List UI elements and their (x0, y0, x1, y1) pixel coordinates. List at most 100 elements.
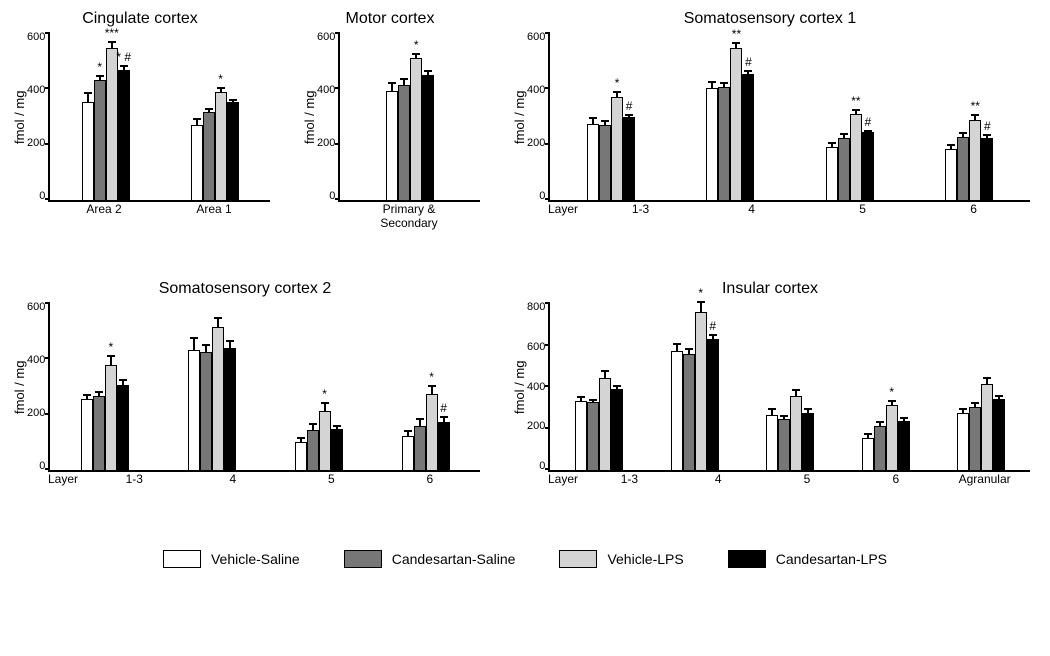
error-bar (87, 92, 89, 102)
bar (106, 48, 118, 200)
bar (117, 385, 129, 470)
legend-swatch (344, 550, 382, 568)
significance-marker: # (709, 320, 716, 332)
significance-marker: *** (105, 27, 119, 39)
error-bar (427, 70, 429, 76)
error-bar (879, 421, 881, 426)
bar-vehicle-saline (191, 118, 203, 200)
bar-vehicle-lps: ** (730, 42, 742, 200)
error-bar (312, 423, 314, 430)
x-tick-label: 1-3 (90, 472, 179, 486)
error-bar (110, 355, 112, 365)
bar-group: **# (795, 109, 904, 200)
bar (862, 132, 874, 200)
bar (224, 348, 236, 470)
x-tick-label: Agranular (945, 472, 1024, 486)
bar-candesartan-saline (587, 399, 599, 470)
error-bar (86, 394, 88, 400)
bar-vehicle-lps: * (611, 91, 623, 200)
error-bar (443, 416, 445, 422)
x-tick-label: 4 (701, 202, 802, 216)
bar (957, 137, 969, 200)
bar (227, 102, 239, 200)
bar-candesartan-lps: * # (118, 65, 130, 200)
y-tick-label: 400 (317, 85, 335, 96)
error-bar (592, 117, 594, 123)
bar (969, 120, 981, 200)
error-bar (300, 437, 302, 441)
bar (611, 97, 623, 200)
bar (386, 91, 398, 200)
bar-candesartan-saline (599, 120, 611, 200)
bar-vehicle-lps (981, 377, 993, 471)
bar-group: * (346, 53, 474, 200)
bar-candesartan-saline (307, 423, 319, 470)
legend-label: Vehicle-Saline (211, 551, 300, 567)
bar (802, 413, 814, 470)
significance-marker: # (745, 56, 752, 68)
bar (331, 429, 343, 470)
bar (599, 125, 611, 200)
legend: Vehicle-Saline Candesartan-Saline Vehicle-… (10, 550, 1040, 568)
legend-swatch (163, 550, 201, 568)
legend-label: Candesartan-Saline (392, 551, 516, 567)
significance-marker: # (984, 120, 991, 132)
chart-ss1: Somatosensory cortex 1fmol / mg600400200… (510, 10, 1030, 216)
bar-group: **# (676, 42, 785, 200)
chart-cingulate: Cingulate cortexfmol / mg6004002000*****… (10, 10, 270, 216)
bar-candesartan-lps: # (623, 114, 635, 200)
y-tick-label: 200 (527, 421, 545, 432)
error-bar (324, 402, 326, 411)
error-bar (771, 408, 773, 414)
y-axis-label: fmol / mg (10, 302, 27, 472)
x-tick-label: 5 (287, 472, 376, 486)
significance-marker: * (889, 386, 894, 398)
legend-swatch (728, 550, 766, 568)
y-tick-label: 600 (317, 32, 335, 43)
error-bar (783, 415, 785, 419)
x-tick-label: 5 (812, 202, 913, 216)
bar (426, 394, 438, 471)
x-tick-label: 5 (768, 472, 847, 486)
error-bar (723, 82, 725, 87)
significance-marker: ** (851, 95, 860, 107)
bar-vehicle-saline (295, 437, 307, 470)
error-bar (843, 133, 845, 138)
bar (886, 405, 898, 470)
bar-vehicle-lps: ** (969, 114, 981, 200)
bar-candesartan-saline (398, 78, 410, 200)
bar (307, 430, 319, 470)
legend-swatch (559, 550, 597, 568)
bar (838, 138, 850, 200)
bar-group (747, 389, 833, 470)
error-bar (676, 343, 678, 352)
bar-vehicle-lps (212, 317, 224, 470)
x-axis-prefix: Layer (48, 472, 84, 486)
bar-candesartan-saline (203, 108, 215, 200)
bar (850, 114, 862, 200)
error-bar (807, 408, 809, 412)
error-bar (196, 118, 198, 125)
bar (945, 149, 957, 200)
error-bar (712, 334, 714, 339)
bar-vehicle-lps: * (410, 53, 422, 200)
legend-label: Vehicle-LPS (607, 551, 683, 567)
bar-candesartan-lps (611, 385, 623, 470)
bar-candesartan-lps (227, 99, 239, 200)
bar (706, 88, 718, 200)
bar-vehicle-lps: * (426, 385, 438, 470)
significance-marker: # (440, 402, 447, 414)
chart-ss2: Somatosensory cortex 2fmol / mg600400200… (10, 280, 480, 486)
chart-grid: Cingulate cortexfmol / mg6004002000*****… (10, 10, 1040, 530)
error-bar (419, 418, 421, 427)
error-bar (232, 99, 234, 102)
chart-title: Somatosensory cortex 1 (510, 10, 1030, 28)
bar-candesartan-lps: # (438, 416, 450, 470)
error-bar (974, 402, 976, 407)
bar (94, 80, 106, 200)
bar (319, 411, 331, 471)
error-bar (407, 430, 409, 436)
bar (993, 399, 1005, 470)
bar-vehicle-saline (188, 337, 200, 470)
error-bar (229, 340, 231, 349)
